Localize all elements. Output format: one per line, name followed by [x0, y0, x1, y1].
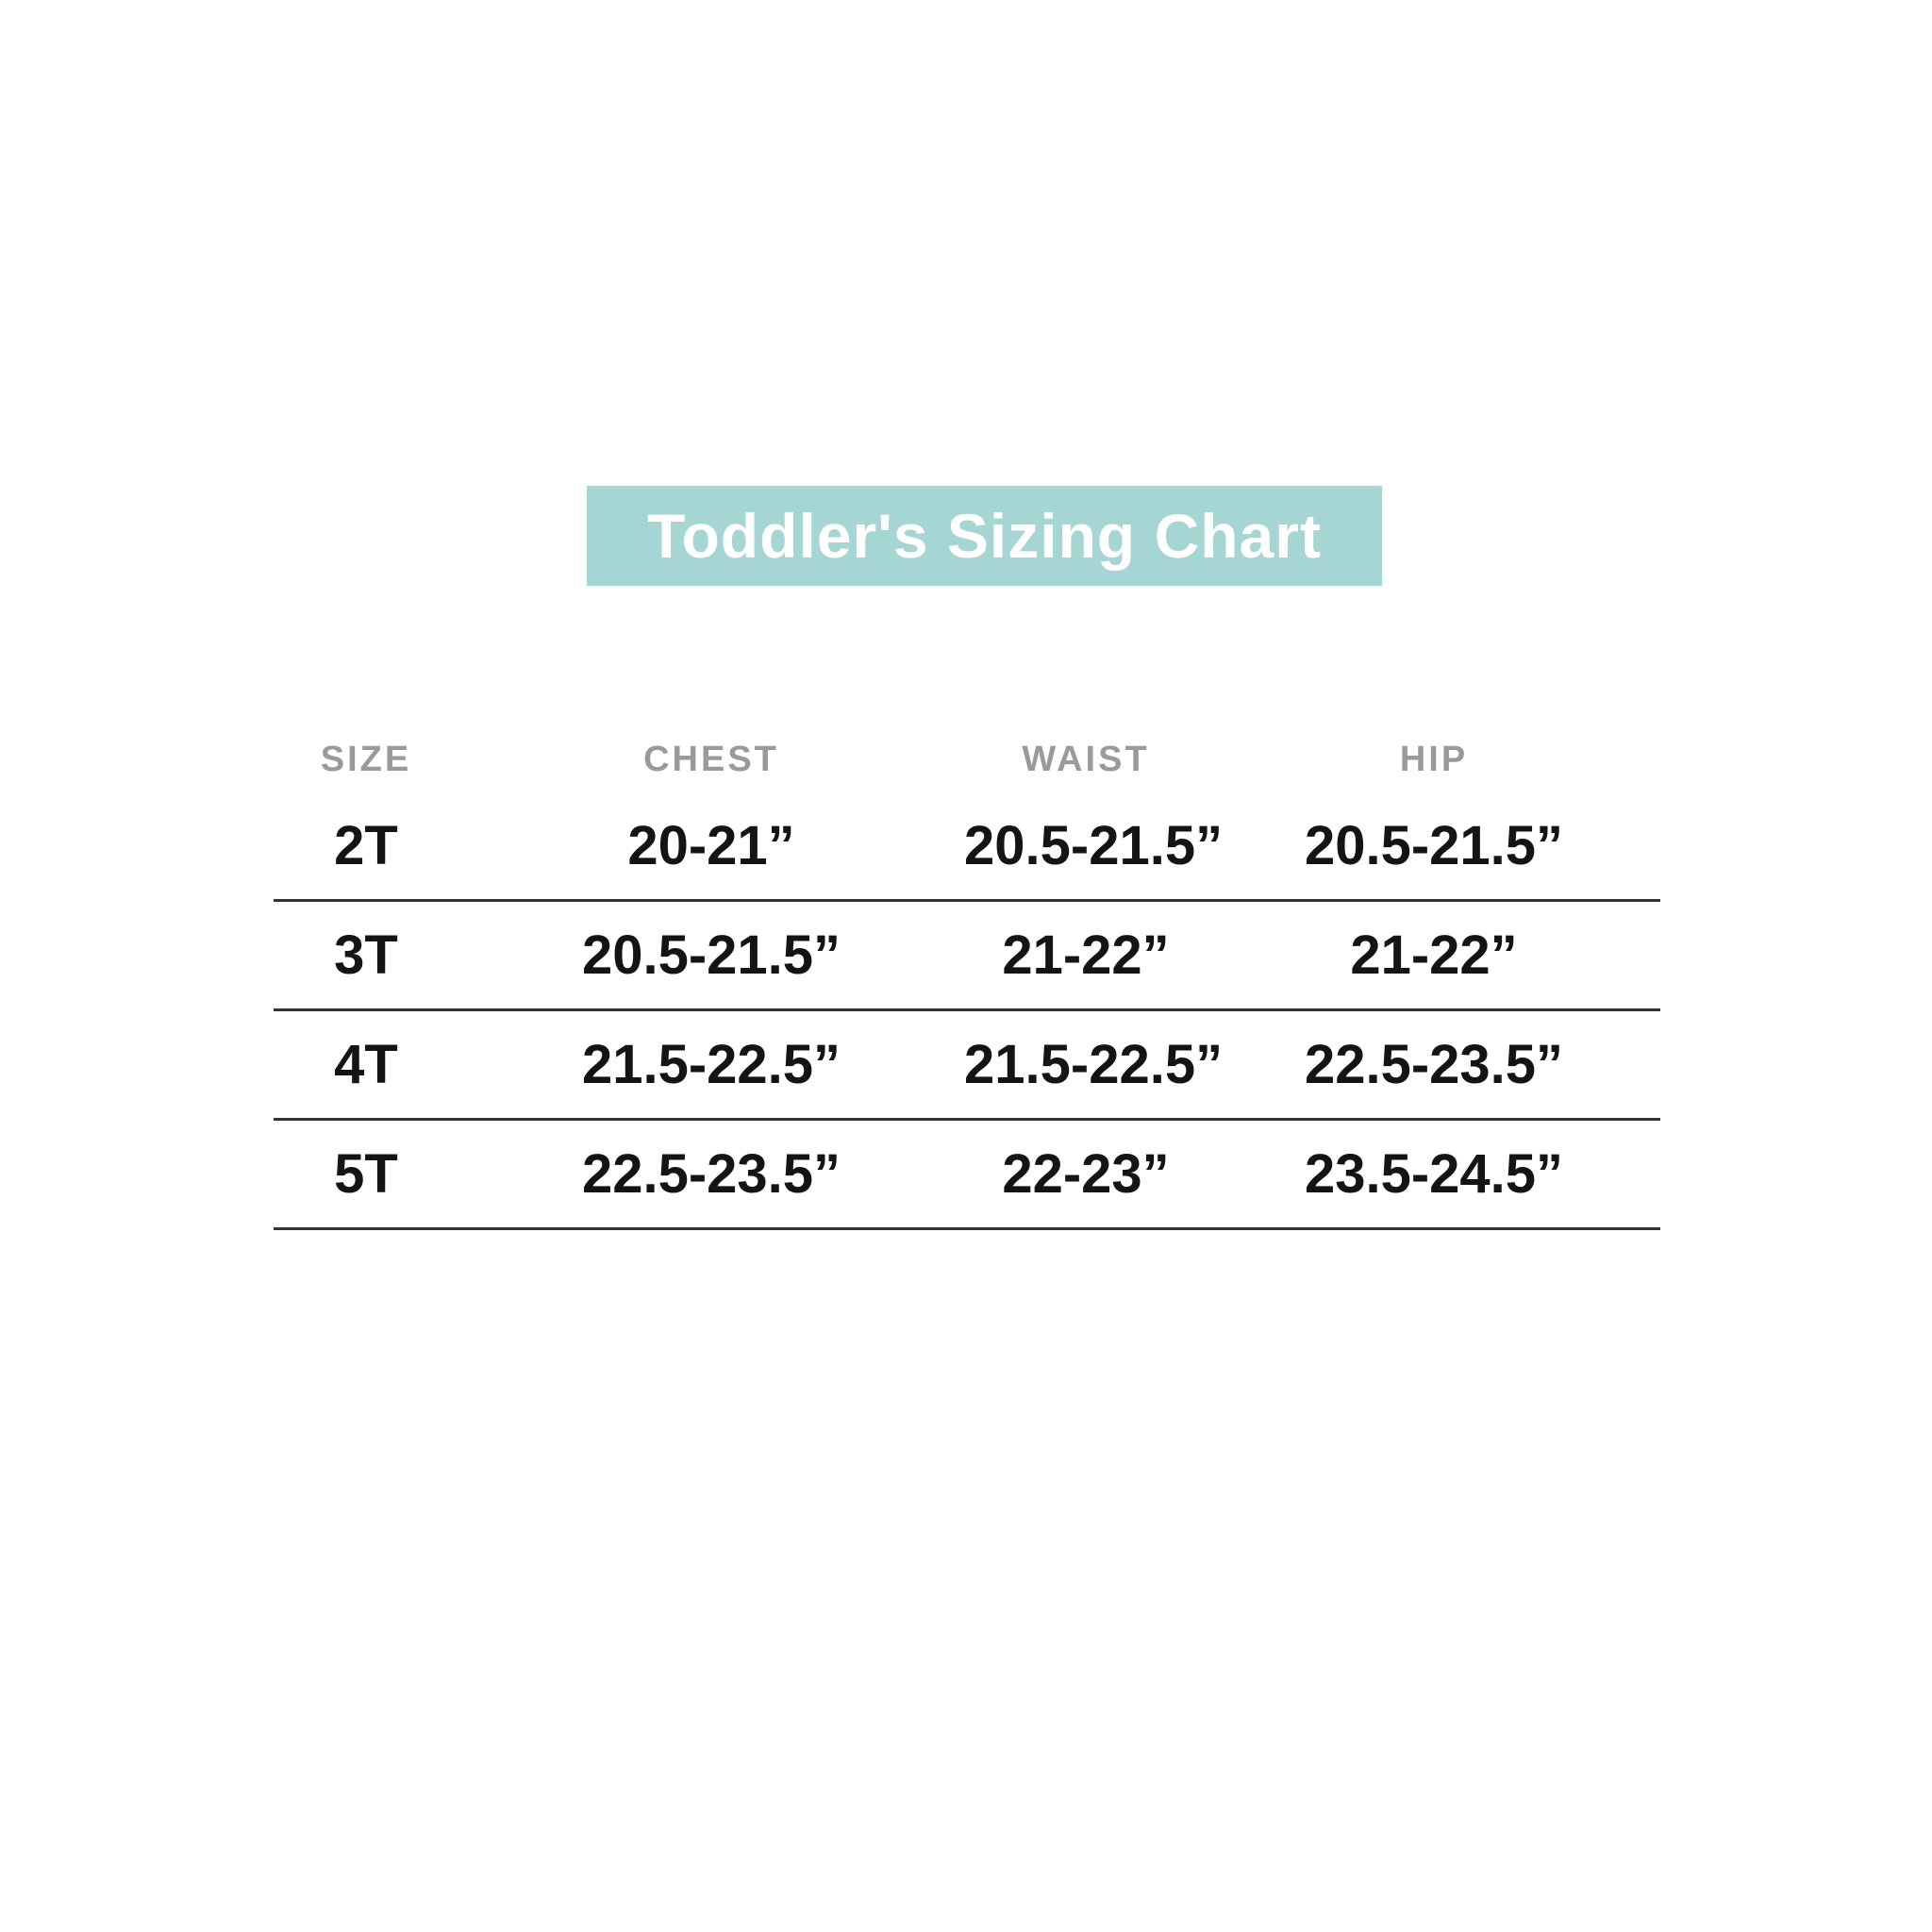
chest-cell: 22.5-23.5”: [581, 1143, 841, 1205]
size-cell: 5T: [334, 1143, 398, 1205]
waist-cell: 21-22”: [1002, 924, 1170, 986]
table-header-row: SIZE CHEST WAIST HIP: [274, 726, 1660, 792]
column-header-hip: HIP: [1399, 739, 1469, 779]
size-cell: 4T: [334, 1034, 398, 1095]
hip-cell: 23.5-24.5”: [1304, 1143, 1564, 1205]
column-header-chest: CHEST: [643, 739, 779, 779]
chest-cell: 20.5-21.5”: [581, 924, 841, 986]
size-cell: 2T: [334, 815, 398, 876]
title-banner: Toddler's Sizing Chart: [587, 486, 1382, 586]
waist-cell: 21.5-22.5”: [964, 1034, 1224, 1095]
hip-cell: 22.5-23.5”: [1304, 1034, 1564, 1095]
size-cell: 3T: [334, 924, 398, 986]
waist-cell: 20.5-21.5”: [964, 815, 1224, 876]
sizing-table: SIZE CHEST WAIST HIP 2T 20-21” 20.5-21.5…: [274, 726, 1660, 1230]
table-row-3t: 3T 20.5-21.5” 21-22” 21-22”: [274, 902, 1660, 1011]
hip-cell: 20.5-21.5”: [1304, 815, 1564, 876]
hip-cell: 21-22”: [1350, 924, 1518, 986]
table-row-2t: 2T 20-21” 20.5-21.5” 20.5-21.5”: [274, 792, 1660, 902]
page-title: Toddler's Sizing Chart: [647, 501, 1322, 571]
waist-cell: 22-23”: [1002, 1143, 1170, 1205]
chest-cell: 20-21”: [627, 815, 795, 876]
table-row-4t: 4T 21.5-22.5” 21.5-22.5” 22.5-23.5”: [274, 1011, 1660, 1121]
column-header-size: SIZE: [320, 739, 412, 779]
column-header-waist: WAIST: [1022, 739, 1150, 779]
chest-cell: 21.5-22.5”: [581, 1034, 841, 1095]
table-row-5t: 5T 22.5-23.5” 22-23” 23.5-24.5”: [274, 1121, 1660, 1230]
